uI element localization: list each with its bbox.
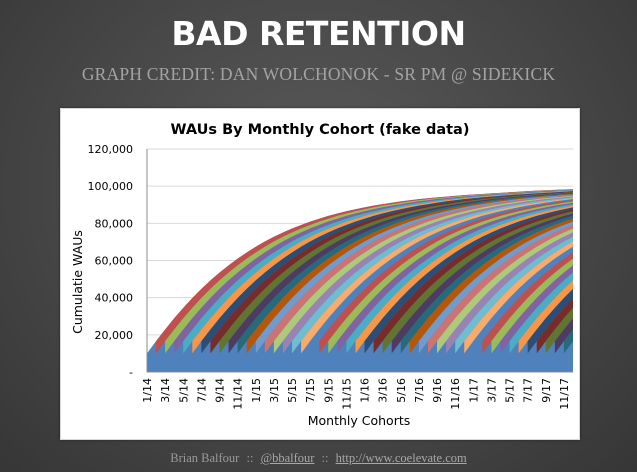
x-tick-label: 9/17 [540, 378, 553, 403]
y-tick-label: 40,000 [95, 292, 134, 305]
x-tick-label: 11/17 [558, 378, 571, 410]
y-tick-label: 100,000 [88, 180, 134, 193]
x-tick-label: 3/17 [485, 378, 498, 403]
x-tick-label: 9/16 [431, 378, 444, 403]
cohort-area-5-17 [509, 272, 573, 354]
x-tick-label: 1/17 [467, 378, 480, 403]
cohort-area-10-14 [228, 192, 573, 354]
x-tick-label: 5/14 [177, 378, 190, 403]
x-tick-label: 1/16 [359, 378, 372, 403]
x-tick-label: 5/16 [395, 378, 408, 403]
cohort-area-4-17 [500, 265, 573, 354]
x-tick-label: 11/15 [340, 378, 353, 410]
footer-author: Brian Balfour [170, 451, 240, 465]
cohort-area-11-14 [237, 193, 573, 354]
footer-handle-link[interactable]: @bbalfour [260, 451, 315, 465]
x-axis-label: Monthly Cohorts [308, 413, 411, 428]
cohort-area-12-14 [246, 193, 573, 354]
cohort-area-1-17 [473, 246, 573, 354]
cohort-area-2-17 [482, 252, 573, 354]
cohort-area-11-17 [563, 329, 573, 354]
cohort-area-7-17 [527, 288, 573, 354]
cohort-area-2-15 [264, 195, 573, 354]
chart-card: WAUs By Monthly Cohort (fake data) - 20,0… [60, 108, 580, 440]
x-tick-labels: 1/14 3/14 5/14 7/14 9/14 11/14 1/15 3/15 5/15 7/1… [141, 378, 571, 410]
cohort-area-11-16 [455, 236, 573, 354]
y-axis-label: Cumulatie WAUs [70, 230, 85, 334]
x-tick-label: 7/14 [195, 378, 208, 403]
x-tick-label: 9/15 [322, 378, 335, 403]
footer: Brian Balfour :: @bbalfour :: http://www… [0, 451, 637, 466]
axes [146, 149, 573, 373]
footer-url-link[interactable]: http://www.coelevate.com [335, 451, 467, 465]
cohort-area-3-17 [491, 258, 573, 354]
x-tick-label: 5/15 [286, 378, 299, 403]
cohort-area-12-16 [464, 241, 573, 354]
x-tick-label: 7/17 [522, 378, 535, 403]
cohort-area-10-17 [554, 318, 573, 354]
cohort-area-9-14 [219, 192, 573, 354]
cohort-area-5-15 [292, 197, 573, 354]
y-tick-label: 20,000 [95, 329, 134, 342]
cohort-area-chart: WAUs By Monthly Cohort (fake data) - 20,0… [70, 122, 573, 428]
slide-subtitle: GRAPH CREDIT: DAN WOLCHONOK - SR PM @ SI… [81, 64, 556, 84]
x-tick-label: 3/14 [159, 378, 172, 403]
y-tick-label: - [129, 366, 133, 379]
y-tick-label: 80,000 [95, 217, 134, 230]
y-tick-label: 60,000 [95, 255, 134, 268]
y-tick-labels: - 20,000 40,000 60,000 80,000 100,000 120,000 [88, 143, 134, 379]
x-tick-label: 9/14 [214, 378, 227, 403]
x-tick-label: 3/16 [377, 378, 390, 403]
x-tick-label: 5/17 [504, 378, 517, 403]
cohort-area-1-15 [255, 194, 573, 354]
x-tick-label: 11/14 [232, 378, 245, 410]
x-tick-label: 7/16 [413, 378, 426, 403]
x-tick-label: 1/14 [141, 378, 154, 403]
footer-separator: :: [321, 451, 329, 465]
cohort-area-9-17 [545, 307, 573, 354]
cohort-area-6-17 [518, 280, 573, 354]
cohort-area-6-15 [301, 198, 573, 354]
x-tick-label: 7/15 [304, 378, 317, 403]
x-tick-label: 1/15 [250, 378, 263, 403]
footer-separator: :: [246, 451, 254, 465]
chart-title: WAUs By Monthly Cohort (fake data) [171, 122, 470, 138]
cohort-area-8-17 [536, 298, 573, 354]
y-tick-label: 120,000 [88, 143, 134, 156]
x-tick-label: 3/15 [268, 378, 281, 403]
slide-title: BAD RETENTION [171, 14, 466, 53]
cohort-areas [147, 189, 573, 372]
x-tick-label: 11/16 [449, 378, 462, 410]
cohort-area-4-15 [282, 196, 573, 354]
